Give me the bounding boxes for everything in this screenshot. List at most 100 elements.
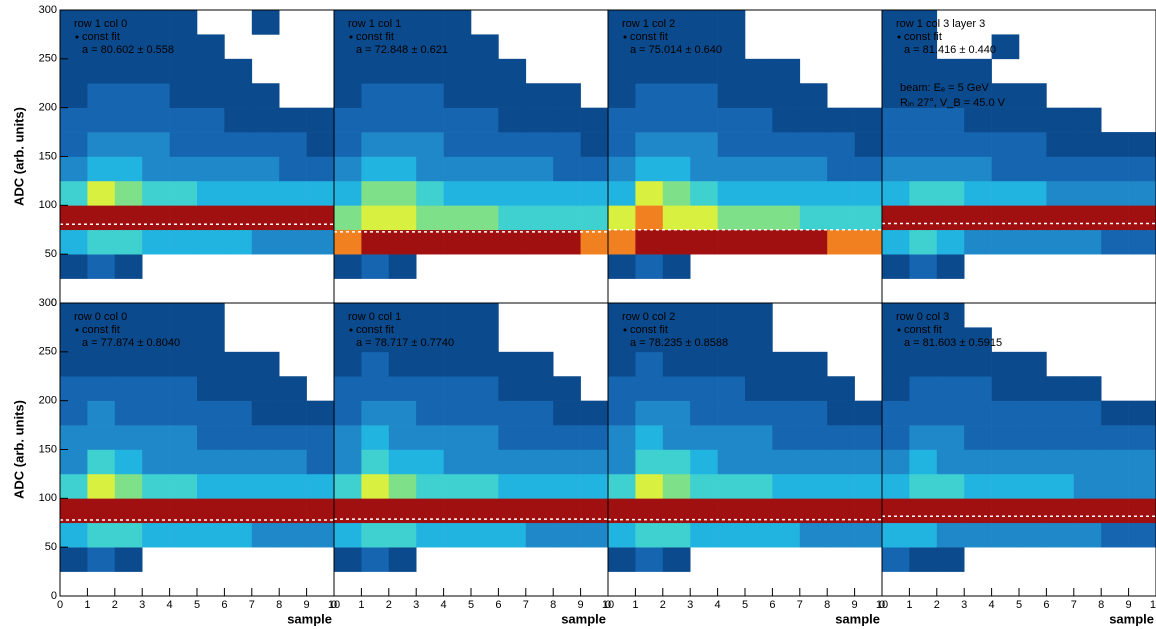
heat-cell bbox=[882, 327, 910, 353]
heat-cell bbox=[909, 107, 938, 133]
x-tick-label: 3 bbox=[687, 599, 693, 611]
heat-cell bbox=[662, 351, 691, 377]
y-tick-label: 200 bbox=[39, 395, 57, 407]
heat-cell bbox=[60, 473, 88, 499]
heat-cell bbox=[827, 522, 855, 548]
heat-cell bbox=[936, 156, 965, 182]
heat-cell bbox=[60, 34, 88, 60]
heat-cell bbox=[60, 10, 88, 35]
heat-cell bbox=[936, 303, 965, 328]
x-axis-label: sample bbox=[561, 611, 606, 626]
heat-cell bbox=[909, 34, 938, 60]
heat-cell bbox=[498, 107, 527, 133]
heat-cell bbox=[416, 425, 444, 450]
heat-cell bbox=[1101, 425, 1129, 450]
heat-cell bbox=[142, 473, 170, 499]
heat-cell bbox=[197, 107, 225, 133]
heat-cell bbox=[388, 10, 417, 35]
heat-cell bbox=[909, 205, 938, 231]
heat-cell bbox=[471, 449, 499, 475]
heat-cell bbox=[827, 107, 855, 133]
heat-cell bbox=[1073, 522, 1102, 548]
heat-cell bbox=[608, 547, 636, 572]
heat-cell bbox=[909, 425, 938, 450]
heat-cell bbox=[608, 400, 636, 426]
heat-cell bbox=[443, 180, 472, 206]
heat-cell bbox=[169, 10, 198, 35]
heat-cell bbox=[690, 180, 718, 206]
heat-cell bbox=[580, 205, 609, 231]
heat-cell bbox=[471, 351, 499, 377]
heat-cell bbox=[498, 425, 527, 450]
heat-cell bbox=[443, 425, 472, 450]
heat-cell bbox=[279, 449, 307, 475]
heat-cell bbox=[87, 400, 116, 426]
heat-cell bbox=[662, 303, 691, 328]
heat-cell bbox=[1046, 376, 1075, 401]
heat-cell bbox=[1128, 425, 1156, 450]
heat-cell bbox=[991, 34, 1020, 60]
x-tick-label: 7 bbox=[523, 599, 529, 611]
x-tick-label: 1 bbox=[358, 599, 364, 611]
heat-cell bbox=[197, 400, 225, 426]
heat-cell bbox=[772, 156, 801, 182]
x-tick-label: 0 bbox=[605, 599, 611, 611]
heat-cell bbox=[635, 58, 664, 84]
heat-cell bbox=[1101, 400, 1129, 426]
heat-cell bbox=[717, 522, 746, 548]
heat-cell bbox=[1073, 205, 1102, 231]
heat-cell bbox=[882, 10, 910, 35]
x-tick-label: 0 bbox=[57, 599, 63, 611]
heat-cell bbox=[279, 400, 307, 426]
legend-marker bbox=[75, 328, 79, 332]
heat-cell bbox=[114, 10, 143, 35]
fit-label: a = 78.235 ± 0.8588 bbox=[630, 337, 728, 349]
heat-cell bbox=[334, 58, 362, 84]
heat-cell bbox=[361, 425, 390, 450]
heat-cell bbox=[251, 498, 280, 524]
heat-cell bbox=[416, 180, 444, 206]
heat-cell bbox=[882, 522, 910, 548]
heat-cell bbox=[635, 473, 664, 499]
heat-cell bbox=[690, 522, 718, 548]
legend-entry: const fit bbox=[630, 324, 668, 336]
heat-cell bbox=[416, 10, 444, 35]
heat-cell bbox=[717, 449, 746, 475]
heat-cell bbox=[553, 425, 581, 450]
heat-cell bbox=[553, 83, 581, 108]
heat-cell bbox=[361, 107, 390, 133]
heat-cell bbox=[854, 205, 883, 231]
heat-cell bbox=[197, 156, 225, 182]
heat-cell bbox=[1073, 132, 1102, 157]
heat-cell bbox=[964, 58, 992, 84]
heat-cell bbox=[772, 205, 801, 231]
heat-cell bbox=[745, 83, 773, 108]
heat-cell bbox=[827, 449, 855, 475]
heat-cell bbox=[416, 303, 444, 328]
heat-cell bbox=[608, 303, 636, 328]
heat-cell bbox=[388, 180, 417, 206]
heat-cell bbox=[799, 132, 828, 157]
heat-cell bbox=[1046, 400, 1075, 426]
heat-cell bbox=[553, 205, 581, 231]
heat-cell bbox=[197, 303, 225, 328]
heat-cell bbox=[909, 156, 938, 182]
heat-cell bbox=[991, 498, 1020, 524]
heat-cell bbox=[662, 547, 691, 572]
heat-cell bbox=[580, 449, 609, 475]
heat-cell bbox=[142, 58, 170, 84]
legend-entry: const fit bbox=[904, 31, 942, 43]
heat-cell bbox=[306, 498, 335, 524]
heat-cell bbox=[334, 254, 362, 279]
heat-cell bbox=[882, 156, 910, 182]
heat-cell bbox=[60, 229, 88, 255]
heat-cell bbox=[443, 83, 472, 108]
heat-cell bbox=[443, 34, 472, 60]
heat-cell bbox=[854, 107, 883, 133]
x-axis-label: sample bbox=[1109, 611, 1154, 626]
x-tick-label: 7 bbox=[797, 599, 803, 611]
x-tick-label: 4 bbox=[989, 599, 995, 611]
x-tick-label: 5 bbox=[1016, 599, 1022, 611]
heat-cell bbox=[662, 376, 691, 401]
heat-cell bbox=[169, 205, 198, 231]
